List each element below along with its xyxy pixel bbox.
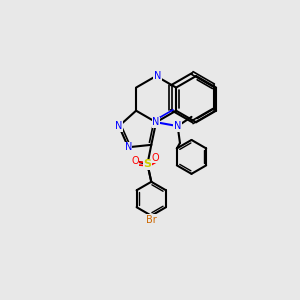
Text: S: S: [143, 159, 152, 169]
Text: O: O: [151, 153, 159, 163]
Text: N: N: [174, 121, 181, 131]
Text: N: N: [124, 142, 132, 152]
Text: N: N: [115, 121, 123, 131]
Text: O: O: [131, 156, 139, 166]
Text: N: N: [152, 117, 160, 127]
Text: N: N: [154, 71, 161, 81]
Text: Br: Br: [146, 214, 157, 224]
